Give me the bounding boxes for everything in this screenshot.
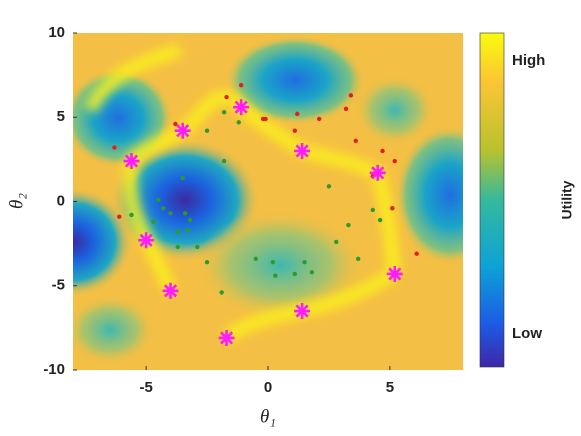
dot-point <box>273 273 278 278</box>
x-tick-label: 5 <box>386 379 394 396</box>
dot-point <box>292 128 298 133</box>
dot-point <box>187 217 193 223</box>
dot-point <box>117 214 122 219</box>
dot-point <box>221 109 227 115</box>
dot-point <box>343 106 349 112</box>
dot-point <box>348 93 354 98</box>
dot-point <box>238 83 244 88</box>
dot-point <box>204 259 210 265</box>
dot-point <box>263 116 268 122</box>
dot-point <box>353 138 358 144</box>
dot-point <box>253 256 259 261</box>
dot-point <box>236 120 241 125</box>
asterisk-point <box>369 164 386 181</box>
dot-point <box>129 212 134 218</box>
asterisk-point <box>162 282 179 299</box>
asterisk-point <box>294 303 311 320</box>
y-tick-label: 5 <box>57 108 65 125</box>
asterisk-point <box>233 99 250 116</box>
asterisk-point <box>218 329 235 346</box>
dot-point <box>302 259 307 265</box>
dot-point <box>224 94 229 100</box>
dot-point <box>175 229 181 235</box>
dot-point <box>316 116 322 122</box>
dot-point <box>221 158 227 164</box>
dot-point <box>195 244 200 250</box>
dot-point <box>204 128 210 133</box>
dot-point <box>326 184 332 189</box>
y-axis-label: θ₂ <box>6 193 27 209</box>
y-tick-label: -10 <box>43 361 65 378</box>
dot-point <box>334 239 339 245</box>
colorbar-label: Utility <box>559 180 575 219</box>
asterisk-point <box>294 142 311 159</box>
dot-point <box>219 290 224 295</box>
asterisk-point <box>138 232 155 249</box>
dot-point <box>414 251 419 256</box>
asterisk-point <box>174 122 191 139</box>
dot-point <box>370 207 376 213</box>
dot-point <box>292 271 298 277</box>
dot-point <box>392 158 397 164</box>
dot-point <box>390 206 395 211</box>
dot-point <box>182 211 188 216</box>
dot-point <box>168 211 173 216</box>
dot-point <box>270 259 276 265</box>
colorbar <box>479 32 505 368</box>
dot-point <box>355 256 361 261</box>
dot-point <box>309 270 315 275</box>
dot-point <box>295 111 300 117</box>
dot-point <box>112 145 117 150</box>
dot-point <box>160 206 166 211</box>
utility-field <box>73 33 463 370</box>
dot-point <box>156 197 161 203</box>
dot-point <box>380 148 385 154</box>
asterisk-point <box>386 265 403 282</box>
colorbar-tick-label: High <box>512 52 545 69</box>
asterisk-point <box>123 153 140 170</box>
y-tick-label: -5 <box>52 277 65 294</box>
dot-point <box>173 121 178 127</box>
dot-point <box>185 227 190 233</box>
dot-point <box>151 219 156 224</box>
dot-point <box>377 217 383 223</box>
y-tick-label: 10 <box>48 24 65 41</box>
x-tick-label: 0 <box>264 379 272 396</box>
x-axis-label: θ₁ <box>260 406 276 427</box>
colorbar-tick-label: Low <box>512 325 542 342</box>
dot-point <box>346 222 351 228</box>
dot-point <box>175 244 181 250</box>
x-tick-label: -5 <box>139 379 152 396</box>
dot-point <box>180 175 185 181</box>
y-tick-label: 0 <box>57 192 65 209</box>
